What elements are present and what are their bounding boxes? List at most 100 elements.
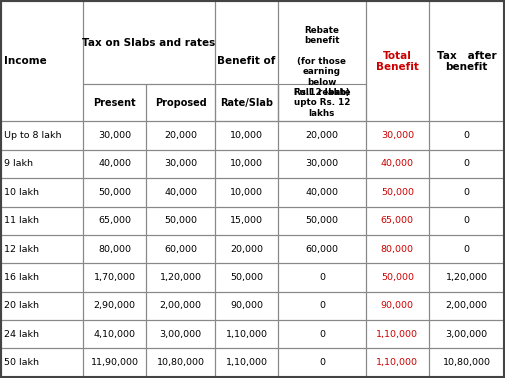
Text: 10,80,000: 10,80,000: [156, 358, 204, 367]
Bar: [83, 348, 145, 376]
Text: 40,000: 40,000: [98, 160, 131, 169]
Text: 10,000: 10,000: [230, 160, 263, 169]
Bar: [277, 291, 365, 320]
Bar: [365, 206, 428, 235]
Text: 50,000: 50,000: [164, 216, 196, 225]
Text: 0: 0: [463, 245, 469, 254]
Text: 50,000: 50,000: [305, 216, 338, 225]
Text: 0: 0: [318, 273, 324, 282]
Bar: [428, 2, 503, 121]
Text: 20,000: 20,000: [305, 131, 338, 140]
Text: 2,00,000: 2,00,000: [444, 301, 486, 310]
Text: 20 lakh: 20 lakh: [4, 301, 39, 310]
Bar: [365, 320, 428, 348]
Text: 11 lakh: 11 lakh: [4, 216, 39, 225]
Bar: [215, 2, 277, 121]
Text: Proposed: Proposed: [155, 98, 206, 108]
Text: Rate/Slab: Rate/Slab: [220, 98, 273, 108]
Text: 60,000: 60,000: [305, 245, 338, 254]
Text: 1,70,000: 1,70,000: [93, 273, 135, 282]
Text: 1,10,000: 1,10,000: [225, 358, 267, 367]
Bar: [365, 235, 428, 263]
Bar: [428, 348, 503, 376]
Bar: [2, 206, 83, 235]
Text: 30,000: 30,000: [380, 131, 413, 140]
Bar: [428, 178, 503, 206]
Bar: [428, 235, 503, 263]
Bar: [83, 121, 145, 150]
Text: 10,80,000: 10,80,000: [442, 358, 489, 367]
Bar: [277, 121, 365, 150]
Bar: [428, 291, 503, 320]
Text: 3,00,000: 3,00,000: [444, 330, 487, 339]
Bar: [215, 291, 277, 320]
Bar: [215, 320, 277, 348]
Text: 0: 0: [463, 216, 469, 225]
Bar: [83, 320, 145, 348]
Bar: [2, 263, 83, 291]
Bar: [83, 178, 145, 206]
Bar: [2, 121, 83, 150]
Bar: [428, 150, 503, 178]
Bar: [2, 150, 83, 178]
Text: 20,000: 20,000: [230, 245, 263, 254]
Bar: [83, 263, 145, 291]
Text: Income: Income: [4, 56, 46, 67]
Text: 4,10,000: 4,10,000: [93, 330, 135, 339]
Text: 65,000: 65,000: [98, 216, 131, 225]
Text: 65,000: 65,000: [380, 216, 413, 225]
Text: Benefit of: Benefit of: [217, 56, 275, 67]
Text: 1,10,000: 1,10,000: [376, 358, 418, 367]
Bar: [215, 150, 277, 178]
Text: 30,000: 30,000: [98, 131, 131, 140]
Text: 30,000: 30,000: [305, 160, 338, 169]
Bar: [428, 121, 503, 150]
Text: 20,000: 20,000: [164, 131, 196, 140]
Bar: [365, 150, 428, 178]
Bar: [428, 320, 503, 348]
Bar: [145, 84, 215, 121]
Text: 40,000: 40,000: [164, 188, 196, 197]
Bar: [145, 291, 215, 320]
Bar: [277, 348, 365, 376]
Bar: [277, 150, 365, 178]
Text: 10,000: 10,000: [230, 188, 263, 197]
Text: 40,000: 40,000: [305, 188, 338, 197]
Bar: [83, 235, 145, 263]
Text: 80,000: 80,000: [380, 245, 413, 254]
Text: 0: 0: [318, 358, 324, 367]
Text: 30,000: 30,000: [164, 160, 196, 169]
Text: 0: 0: [463, 160, 469, 169]
Text: Up to 8 lakh: Up to 8 lakh: [4, 131, 61, 140]
Bar: [2, 291, 83, 320]
Bar: [83, 2, 215, 84]
Text: 2,00,000: 2,00,000: [159, 301, 201, 310]
Text: 50,000: 50,000: [98, 188, 131, 197]
Bar: [277, 206, 365, 235]
Text: 90,000: 90,000: [230, 301, 263, 310]
Bar: [365, 178, 428, 206]
Text: 11,90,000: 11,90,000: [90, 358, 138, 367]
Bar: [365, 291, 428, 320]
Bar: [145, 320, 215, 348]
Bar: [428, 263, 503, 291]
Text: 10 lakh: 10 lakh: [4, 188, 39, 197]
Text: Tax   after
benefit: Tax after benefit: [436, 51, 495, 72]
Bar: [215, 178, 277, 206]
Text: 0: 0: [318, 301, 324, 310]
Bar: [428, 206, 503, 235]
Bar: [2, 320, 83, 348]
Bar: [277, 2, 365, 121]
Text: 60,000: 60,000: [164, 245, 196, 254]
Bar: [145, 348, 215, 376]
Text: 1,10,000: 1,10,000: [376, 330, 418, 339]
Text: 24 lakh: 24 lakh: [4, 330, 39, 339]
Bar: [277, 320, 365, 348]
Bar: [83, 206, 145, 235]
Text: Full  rebate
upto Rs. 12
lakhs: Full rebate upto Rs. 12 lakhs: [293, 88, 349, 118]
Text: 0: 0: [318, 330, 324, 339]
Text: 50,000: 50,000: [380, 273, 413, 282]
Bar: [215, 263, 277, 291]
Text: 1,10,000: 1,10,000: [225, 330, 267, 339]
Text: 9 lakh: 9 lakh: [4, 160, 33, 169]
